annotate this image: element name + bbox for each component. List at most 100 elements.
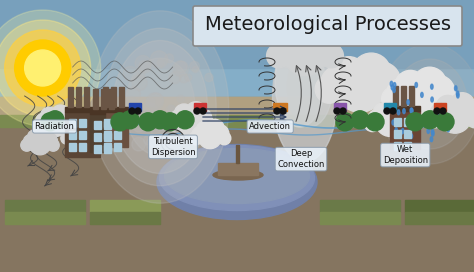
Circle shape <box>76 121 93 138</box>
Circle shape <box>169 72 181 84</box>
Bar <box>79 143 86 151</box>
Circle shape <box>194 108 200 114</box>
Bar <box>90 109 105 114</box>
Circle shape <box>166 116 181 131</box>
Ellipse shape <box>431 129 434 134</box>
Bar <box>358 120 362 127</box>
Bar <box>404 130 411 138</box>
Circle shape <box>169 110 189 129</box>
Circle shape <box>146 137 159 150</box>
Circle shape <box>190 61 200 71</box>
Bar <box>104 119 111 127</box>
Bar <box>90 200 160 212</box>
Circle shape <box>456 100 474 125</box>
Circle shape <box>192 66 199 73</box>
Circle shape <box>147 93 164 110</box>
Bar <box>118 122 122 129</box>
Circle shape <box>173 61 189 76</box>
Bar <box>384 103 396 111</box>
Bar <box>128 120 132 127</box>
Ellipse shape <box>213 170 263 180</box>
Circle shape <box>198 125 222 149</box>
Bar <box>320 200 400 212</box>
Circle shape <box>131 108 148 125</box>
Circle shape <box>280 29 311 60</box>
Bar <box>409 86 414 106</box>
Bar <box>394 130 401 138</box>
Circle shape <box>15 40 71 96</box>
Ellipse shape <box>420 92 423 97</box>
Circle shape <box>166 105 175 114</box>
Circle shape <box>434 87 458 111</box>
Circle shape <box>165 138 175 147</box>
Circle shape <box>218 132 231 145</box>
Circle shape <box>5 30 81 106</box>
Circle shape <box>129 108 135 114</box>
Ellipse shape <box>275 37 325 127</box>
Bar <box>320 212 400 224</box>
Bar <box>69 119 76 127</box>
Bar <box>183 120 187 127</box>
Circle shape <box>133 121 145 132</box>
Bar <box>394 118 401 126</box>
Circle shape <box>335 62 385 112</box>
Circle shape <box>351 111 369 129</box>
Circle shape <box>272 36 302 67</box>
Bar <box>273 103 287 111</box>
Circle shape <box>132 75 147 90</box>
Circle shape <box>174 124 189 138</box>
Ellipse shape <box>415 82 418 88</box>
Ellipse shape <box>91 11 229 203</box>
Ellipse shape <box>427 128 429 133</box>
Circle shape <box>377 75 405 103</box>
Bar <box>68 87 73 107</box>
Circle shape <box>450 93 474 118</box>
Circle shape <box>210 125 229 143</box>
Circle shape <box>375 108 404 136</box>
Bar <box>0 117 474 272</box>
Bar <box>390 111 420 149</box>
Ellipse shape <box>392 120 394 125</box>
Circle shape <box>147 110 162 125</box>
Bar <box>404 142 411 150</box>
Bar <box>65 107 100 112</box>
Circle shape <box>21 139 33 151</box>
Bar <box>114 131 121 139</box>
Ellipse shape <box>410 134 412 139</box>
Circle shape <box>67 123 83 138</box>
Circle shape <box>319 44 343 68</box>
Bar <box>114 143 121 151</box>
Bar <box>101 89 106 109</box>
Ellipse shape <box>159 146 315 211</box>
Ellipse shape <box>380 44 474 164</box>
Circle shape <box>56 111 75 130</box>
Bar <box>158 120 162 127</box>
Bar <box>413 122 417 129</box>
Circle shape <box>87 132 99 144</box>
Ellipse shape <box>288 47 332 127</box>
Circle shape <box>150 51 168 68</box>
Circle shape <box>192 126 209 144</box>
Ellipse shape <box>407 100 410 105</box>
Ellipse shape <box>410 108 412 113</box>
Circle shape <box>382 87 406 111</box>
Bar <box>69 143 76 151</box>
Circle shape <box>330 57 367 93</box>
Ellipse shape <box>164 149 310 203</box>
Ellipse shape <box>400 130 402 135</box>
Circle shape <box>179 74 188 83</box>
Bar <box>218 163 258 175</box>
Circle shape <box>33 118 46 132</box>
Ellipse shape <box>125 58 195 156</box>
Circle shape <box>29 133 51 155</box>
Circle shape <box>139 113 157 131</box>
Bar <box>100 112 128 147</box>
Bar <box>373 122 377 129</box>
Bar <box>119 87 124 107</box>
Circle shape <box>126 87 140 101</box>
Circle shape <box>266 44 291 68</box>
Ellipse shape <box>392 59 467 149</box>
Circle shape <box>199 116 214 131</box>
Circle shape <box>0 20 91 116</box>
Circle shape <box>315 75 343 103</box>
